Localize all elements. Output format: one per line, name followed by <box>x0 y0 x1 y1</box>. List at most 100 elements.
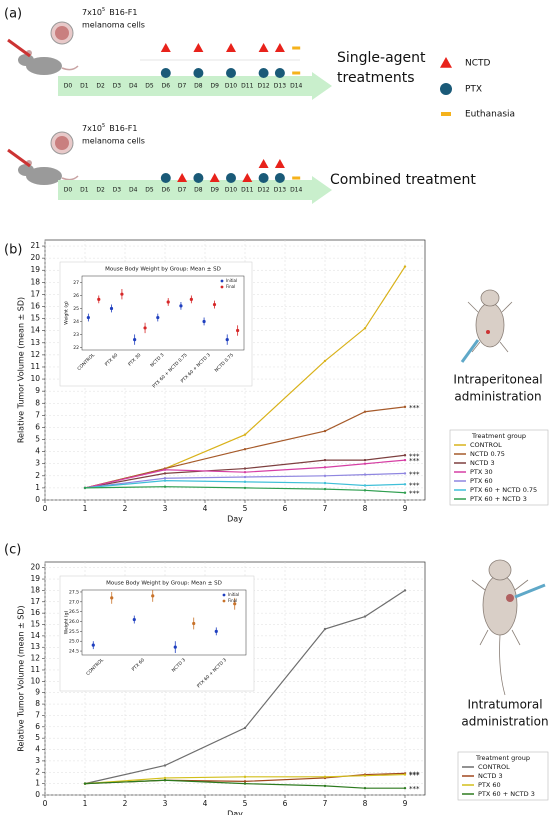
day-label: D8 <box>194 83 203 90</box>
day-label: D13 <box>274 83 286 90</box>
mean-point <box>173 645 177 649</box>
day-label: D14 <box>290 187 302 194</box>
series-point <box>323 784 327 788</box>
series-point <box>163 479 167 482</box>
mean-point <box>120 292 124 296</box>
x-tick-label: 0 <box>43 799 48 808</box>
legend-label: Final <box>228 598 237 603</box>
mean-point <box>179 304 183 308</box>
series-point <box>403 491 407 494</box>
series-point <box>243 782 247 785</box>
ptx-marker <box>258 173 269 183</box>
day-label: D2 <box>96 83 105 90</box>
significance-label: *** <box>409 452 420 460</box>
series-point <box>243 467 247 470</box>
y-tick-label: 9 <box>35 386 40 395</box>
legend-label: PTX 60 + NCTD 0.75 <box>470 486 537 494</box>
series-point <box>363 462 367 465</box>
cell-medium: melanoma cells <box>82 137 145 146</box>
series-point <box>83 782 87 785</box>
series-point <box>403 405 407 409</box>
y-tick-label: 9 <box>35 688 40 697</box>
euthanasia-marker <box>292 71 301 75</box>
y-tick-label: 27 <box>73 280 79 286</box>
series-point <box>163 472 167 475</box>
ptx-marker <box>226 173 236 183</box>
series-point <box>163 764 167 767</box>
series-point <box>403 786 407 790</box>
y-tick-label: 8 <box>35 398 40 407</box>
significance-label: *** <box>409 481 420 489</box>
mean-point <box>132 617 136 622</box>
mean-point <box>143 326 147 330</box>
nctd-marker <box>258 159 269 168</box>
day-label: D14 <box>290 83 302 90</box>
y-tick-label: 7 <box>35 710 40 719</box>
mean-point <box>151 594 155 598</box>
y-tick-label: 2 <box>35 471 40 480</box>
series-line <box>84 472 406 489</box>
day-label: D6 <box>162 83 171 90</box>
y-tick-label: 24.5 <box>69 649 79 655</box>
y-tick-label: 12 <box>30 350 40 359</box>
series-point <box>323 627 327 631</box>
day-label: D9 <box>210 83 219 90</box>
cell-medium: melanoma cells <box>82 21 145 30</box>
y-axis-label: Relative Tumor Volume (mean ± SD) <box>17 297 26 443</box>
y-tick-label: 19 <box>30 265 40 274</box>
x-tick-label: 9 <box>403 504 408 513</box>
y-tick-label: 24 <box>73 319 79 325</box>
y-tick-label: 0 <box>35 790 40 799</box>
legend-label: Initial <box>228 592 239 597</box>
mean-point <box>110 596 114 600</box>
series-point <box>363 473 367 476</box>
mean-point <box>192 621 196 626</box>
series-point <box>403 454 407 457</box>
day-label: D11 <box>241 187 253 194</box>
legend-marker <box>222 599 226 603</box>
series-line <box>84 459 406 489</box>
y-tick-label: 11 <box>30 362 40 371</box>
x-tick-label: 8 <box>363 799 368 808</box>
legend-title: Treatment group <box>471 432 526 440</box>
series-point <box>323 487 327 491</box>
y-tick-label: 17 <box>30 289 40 298</box>
route-label: Intratumoral <box>467 698 542 712</box>
y-tick-label: 6 <box>35 722 40 731</box>
day-label: D11 <box>241 83 253 90</box>
y-tick-label: 17 <box>30 597 40 606</box>
y-tick-label: 5 <box>35 733 40 742</box>
y-tick-label: 6 <box>35 422 40 431</box>
cell-count: 7x105 B16-F1 <box>82 7 137 17</box>
y-tick-label: 19 <box>30 574 40 583</box>
inset-title: Mouse Body Weight by Group: Mean ± SD <box>106 581 222 587</box>
series-point <box>243 780 247 783</box>
y-tick-label: 21 <box>30 241 40 250</box>
nctd-marker <box>242 173 253 182</box>
series-point <box>323 466 327 469</box>
series-point <box>163 485 167 488</box>
y-tick-label: 2 <box>35 767 40 776</box>
series-point <box>243 448 247 451</box>
legend-label: Initial <box>226 278 237 283</box>
timeline-label: treatments <box>337 70 415 86</box>
euthanasia-marker <box>292 46 301 50</box>
x-tick-label: 7 <box>323 799 328 808</box>
timeline-arrow <box>58 72 332 100</box>
legend-marker <box>220 279 224 283</box>
y-tick-label: 26 <box>73 293 79 299</box>
legend-label: PTX 60 <box>470 477 493 485</box>
day-label: D13 <box>274 187 286 194</box>
x-tick-label: 3 <box>163 799 168 808</box>
y-tick-label: 20 <box>30 253 40 262</box>
x-tick-label: 2 <box>123 504 128 513</box>
series-point <box>363 410 367 413</box>
x-axis-label: Day <box>227 515 243 524</box>
series-point <box>403 589 407 592</box>
y-tick-label: 22 <box>73 345 79 351</box>
day-label: D2 <box>96 187 105 194</box>
significance-label: *** <box>409 404 420 412</box>
series-point <box>363 489 367 492</box>
day-label: D3 <box>113 187 122 194</box>
nctd-marker <box>193 43 204 52</box>
